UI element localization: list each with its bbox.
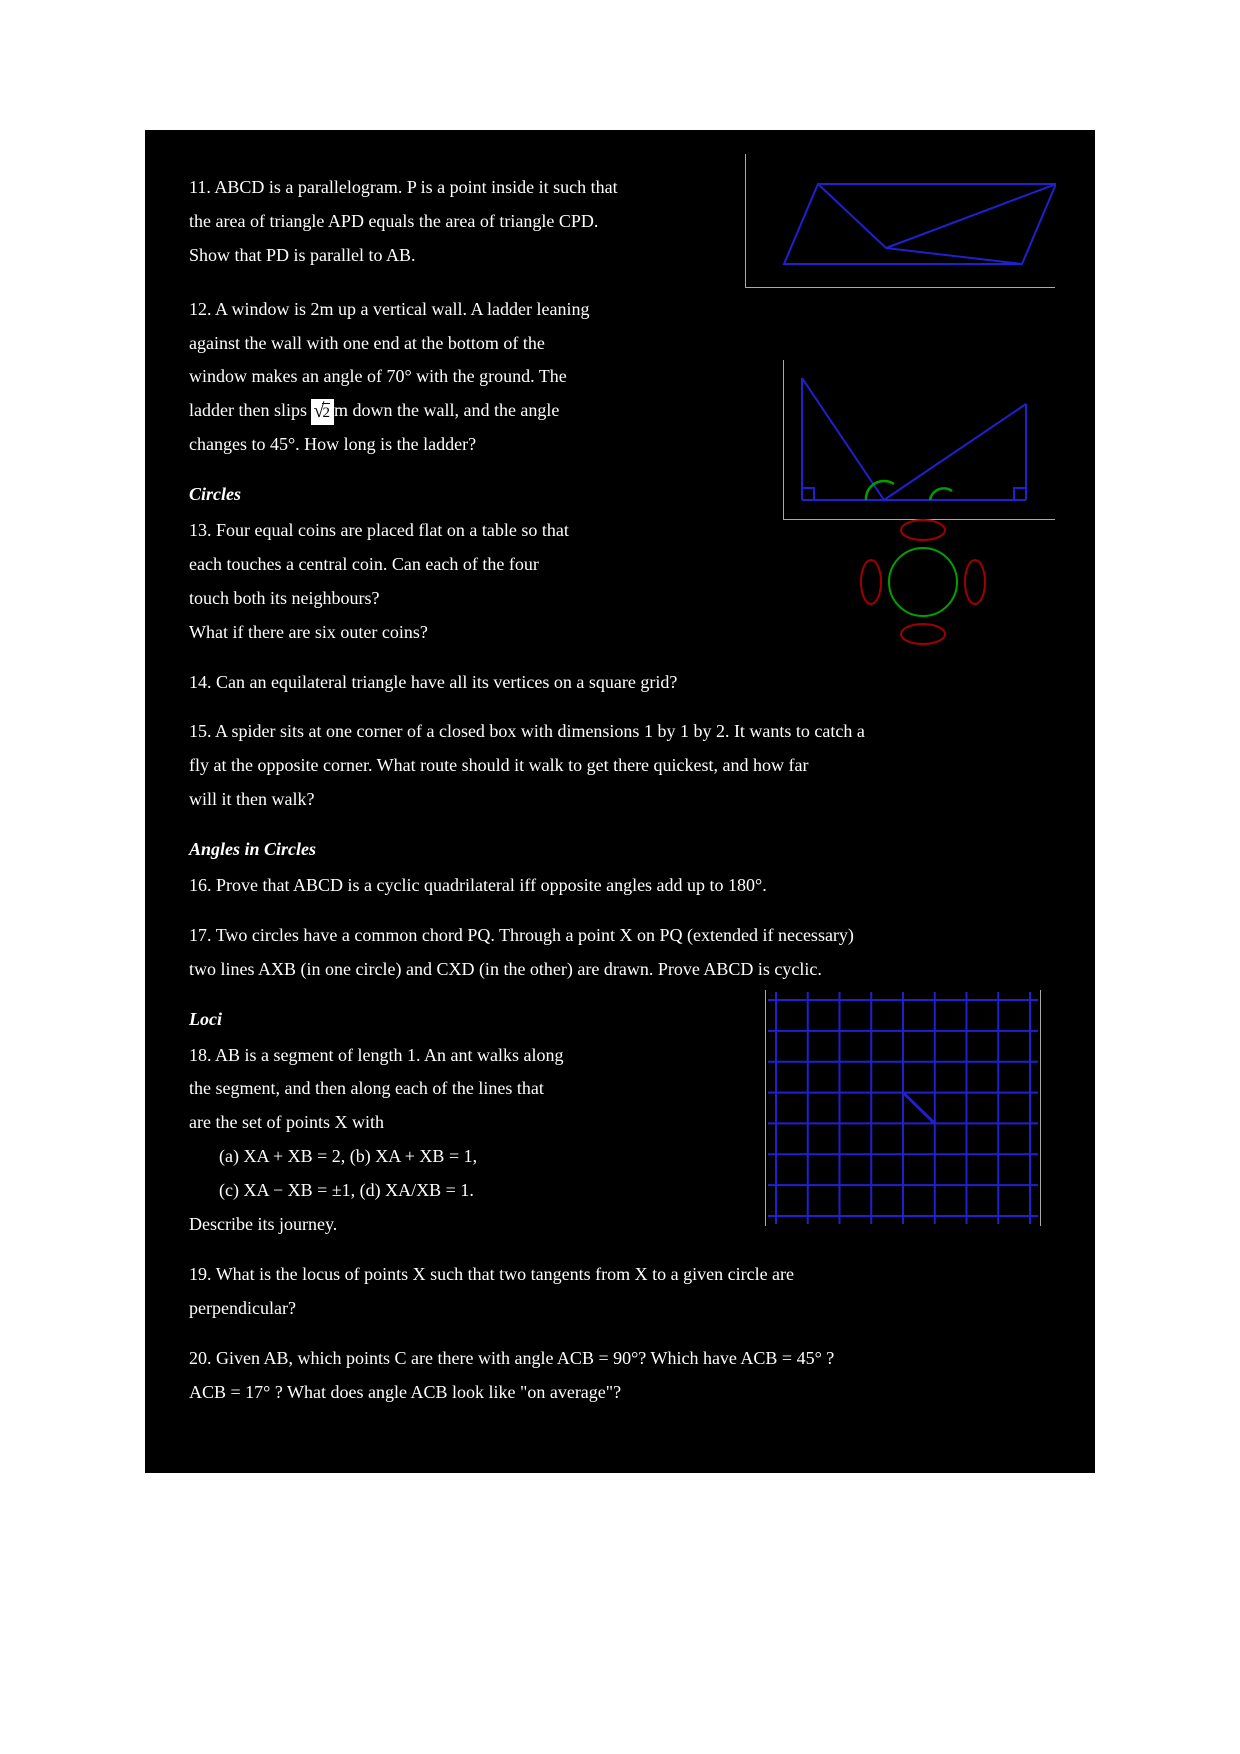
- q15-l1: A spider sits at one corner of a closed …: [215, 721, 865, 741]
- q15-num: 15.: [189, 721, 212, 741]
- q19-num: 19.: [189, 1264, 212, 1284]
- q11-l1: ABCD is a parallelogram. P is a point in…: [214, 177, 617, 197]
- q18-l2: the segment, and then along each of the …: [189, 1075, 749, 1103]
- q14-l1: Can an equilateral triangle have all its…: [216, 672, 677, 692]
- q15-l2: fly at the opposite corner. What route s…: [189, 752, 1051, 780]
- q13-l3: touch both its neighbours?: [189, 585, 749, 613]
- figure-grid: [765, 990, 1041, 1226]
- text-content: 11. ABCD is a parallelogram. P is a poin…: [145, 130, 1095, 1473]
- q12-l4b: m down the wall, and the angle: [334, 400, 559, 420]
- q11-l2: the area of triangle APD equals the area…: [189, 208, 749, 236]
- q15-l3: will it then walk?: [189, 786, 1051, 814]
- q18-l6: Describe its journey.: [189, 1211, 749, 1239]
- q11-l3: Show that PD is parallel to AB.: [189, 242, 749, 270]
- q12-l5: changes to 45°. How long is the ladder?: [189, 431, 749, 459]
- q12-l4a: ladder then slips: [189, 400, 311, 420]
- q17-l2: two lines AXB (in one circle) and CXD (i…: [189, 956, 1051, 984]
- page-panel: 11. ABCD is a parallelogram. P is a poin…: [145, 130, 1095, 1473]
- q13-l2: each touches a central coin. Can each of…: [189, 551, 749, 579]
- sqrt-box: √2: [311, 399, 333, 425]
- q18-l3: are the set of points X with: [189, 1109, 749, 1137]
- q12-l3: window makes an angle of 70° with the gr…: [189, 363, 749, 391]
- q20-l1: Given AB, which points C are there with …: [216, 1348, 834, 1368]
- q19-l1: What is the locus of points X such that …: [216, 1264, 794, 1284]
- sqrt-val: 2: [322, 403, 330, 421]
- section-circles: Circles: [189, 481, 749, 509]
- section-angles: Angles in Circles: [189, 836, 1051, 864]
- q17-num: 17.: [189, 925, 212, 945]
- figure-ladder: [783, 360, 1055, 520]
- q18-l5: (c) XA − XB = ±1, (d) XA/XB = 1.: [219, 1177, 749, 1205]
- q11-num: 11.: [189, 177, 211, 197]
- q16-num: 16.: [189, 875, 212, 895]
- figure-parallelogram: [745, 154, 1055, 288]
- q20-num: 20.: [189, 1348, 212, 1368]
- q12-l2: against the wall with one end at the bot…: [189, 330, 749, 358]
- q12-l1: A window is 2m up a vertical wall. A lad…: [215, 299, 589, 319]
- q20-l2: ACB = 17° ? What does angle ACB look lik…: [189, 1379, 1051, 1407]
- q13-l4: What if there are six outer coins?: [189, 619, 749, 647]
- q12-num: 12.: [189, 299, 212, 319]
- q13-num: 13.: [189, 520, 212, 540]
- q14-num: 14.: [189, 672, 212, 692]
- q13-l1: Four equal coins are placed flat on a ta…: [216, 520, 569, 540]
- q16-l1: Prove that ABCD is a cyclic quadrilatera…: [216, 875, 767, 895]
- q18-num: 18.: [189, 1045, 212, 1065]
- figure-coins: [827, 510, 1019, 650]
- q19-l2: perpendicular?: [189, 1295, 1051, 1323]
- q18-l4: (a) XA + XB = 2, (b) XA + XB = 1,: [219, 1143, 749, 1171]
- q17-l1: Two circles have a common chord PQ. Thro…: [216, 925, 854, 945]
- q18-l1: AB is a segment of length 1. An ant walk…: [215, 1045, 563, 1065]
